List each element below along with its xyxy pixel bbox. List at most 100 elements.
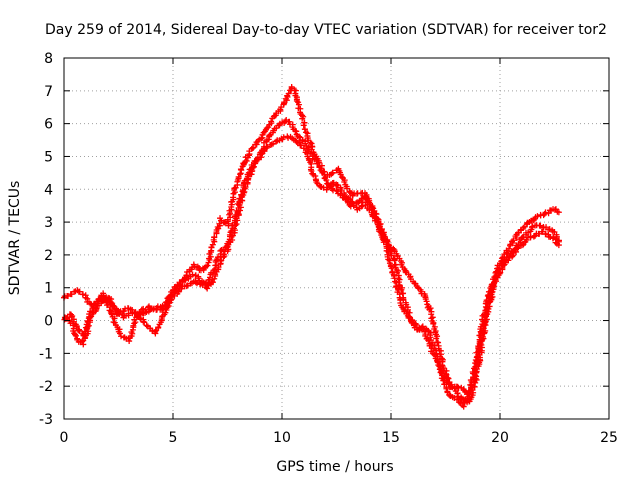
y-tick-label: -2 — [39, 379, 53, 395]
y-tick-label: 0 — [44, 314, 53, 330]
data-point — [266, 132, 273, 139]
data-point — [250, 144, 257, 151]
data-point — [467, 381, 474, 388]
data-point — [237, 207, 244, 214]
data-point — [296, 139, 303, 146]
data-point — [79, 338, 86, 345]
data-point — [329, 169, 336, 176]
data-point — [309, 170, 316, 177]
data-point — [298, 142, 305, 149]
data-point — [440, 377, 447, 384]
data-point — [555, 209, 562, 216]
data-point — [233, 221, 240, 228]
data-point — [542, 209, 549, 216]
y-axis-label: SDTVAR / TECUs — [7, 181, 23, 296]
data-point — [242, 184, 249, 191]
data-point — [194, 263, 201, 270]
data-point — [243, 157, 250, 164]
data-point — [534, 213, 541, 220]
data-point — [228, 233, 235, 240]
data-points — [60, 83, 562, 410]
data-point — [333, 187, 340, 194]
data-point — [495, 266, 502, 273]
data-point — [126, 338, 133, 345]
data-point — [293, 97, 300, 104]
data-point — [87, 314, 94, 321]
data-point — [167, 297, 174, 304]
data-point — [85, 322, 92, 329]
data-point — [237, 171, 244, 178]
data-point — [90, 301, 97, 308]
y-tick-label: 8 — [44, 51, 53, 67]
data-point — [385, 245, 392, 252]
y-tick-label: 1 — [44, 281, 53, 297]
data-point — [433, 357, 440, 364]
data-point — [347, 203, 354, 210]
data-point — [454, 383, 461, 390]
data-point — [164, 304, 171, 311]
data-point — [220, 251, 227, 258]
data-point — [555, 238, 562, 245]
data-point — [134, 311, 141, 318]
series-trace-a — [60, 83, 562, 406]
data-point — [118, 333, 125, 340]
data-point — [338, 174, 345, 181]
data-point — [341, 178, 348, 185]
chart-title: Day 259 of 2014, Sidereal Day-to-day VTE… — [45, 22, 607, 38]
data-point — [209, 241, 216, 248]
data-point — [183, 283, 190, 290]
data-point — [162, 309, 169, 316]
data-point — [307, 139, 314, 146]
data-point — [116, 311, 123, 318]
data-point — [211, 234, 218, 241]
data-point — [204, 262, 211, 269]
data-point — [474, 353, 481, 360]
data-point — [374, 215, 381, 222]
x-tick-label: 25 — [600, 430, 618, 446]
data-point — [192, 279, 199, 286]
x-tick-label: 15 — [382, 430, 400, 446]
data-point — [423, 298, 430, 305]
y-tick-label: -3 — [39, 412, 53, 428]
data-point — [316, 164, 323, 171]
data-point — [299, 115, 306, 122]
x-axis-label: GPS time / hours — [276, 459, 393, 475]
y-tick-label: 5 — [44, 149, 53, 165]
data-point — [443, 385, 450, 392]
data-point — [233, 215, 240, 222]
axis-ticks: 0 5 10 15 20 25 -3 -2 -1 0 1 2 3 4 5 6 7 8 — [39, 51, 618, 446]
y-tick-label: 2 — [44, 248, 53, 264]
data-point — [465, 387, 472, 394]
x-tick-label: 10 — [273, 430, 291, 446]
data-point — [258, 135, 265, 142]
data-point — [402, 268, 409, 275]
data-point — [314, 160, 321, 167]
data-point — [176, 279, 183, 286]
y-tick-label: 7 — [44, 84, 53, 100]
y-tick-label: 4 — [44, 182, 53, 198]
data-point — [491, 279, 498, 286]
data-point — [250, 163, 257, 170]
x-tick-label: 0 — [60, 430, 69, 446]
data-point — [84, 323, 91, 330]
data-point — [323, 177, 330, 184]
y-tick-label: -1 — [39, 346, 53, 362]
data-point — [137, 315, 144, 322]
data-point — [517, 239, 524, 246]
data-point — [254, 154, 261, 161]
data-point — [249, 167, 256, 174]
data-point — [505, 245, 512, 252]
data-point — [301, 126, 308, 133]
data-point — [431, 342, 438, 349]
data-point — [418, 324, 425, 331]
data-point — [384, 238, 391, 245]
data-point — [405, 313, 412, 320]
data-point — [182, 276, 189, 283]
data-point — [433, 335, 440, 342]
data-point — [280, 134, 287, 141]
data-point — [143, 322, 150, 329]
data-point — [427, 334, 434, 341]
data-point — [72, 331, 79, 338]
x-tick-label: 20 — [491, 430, 509, 446]
